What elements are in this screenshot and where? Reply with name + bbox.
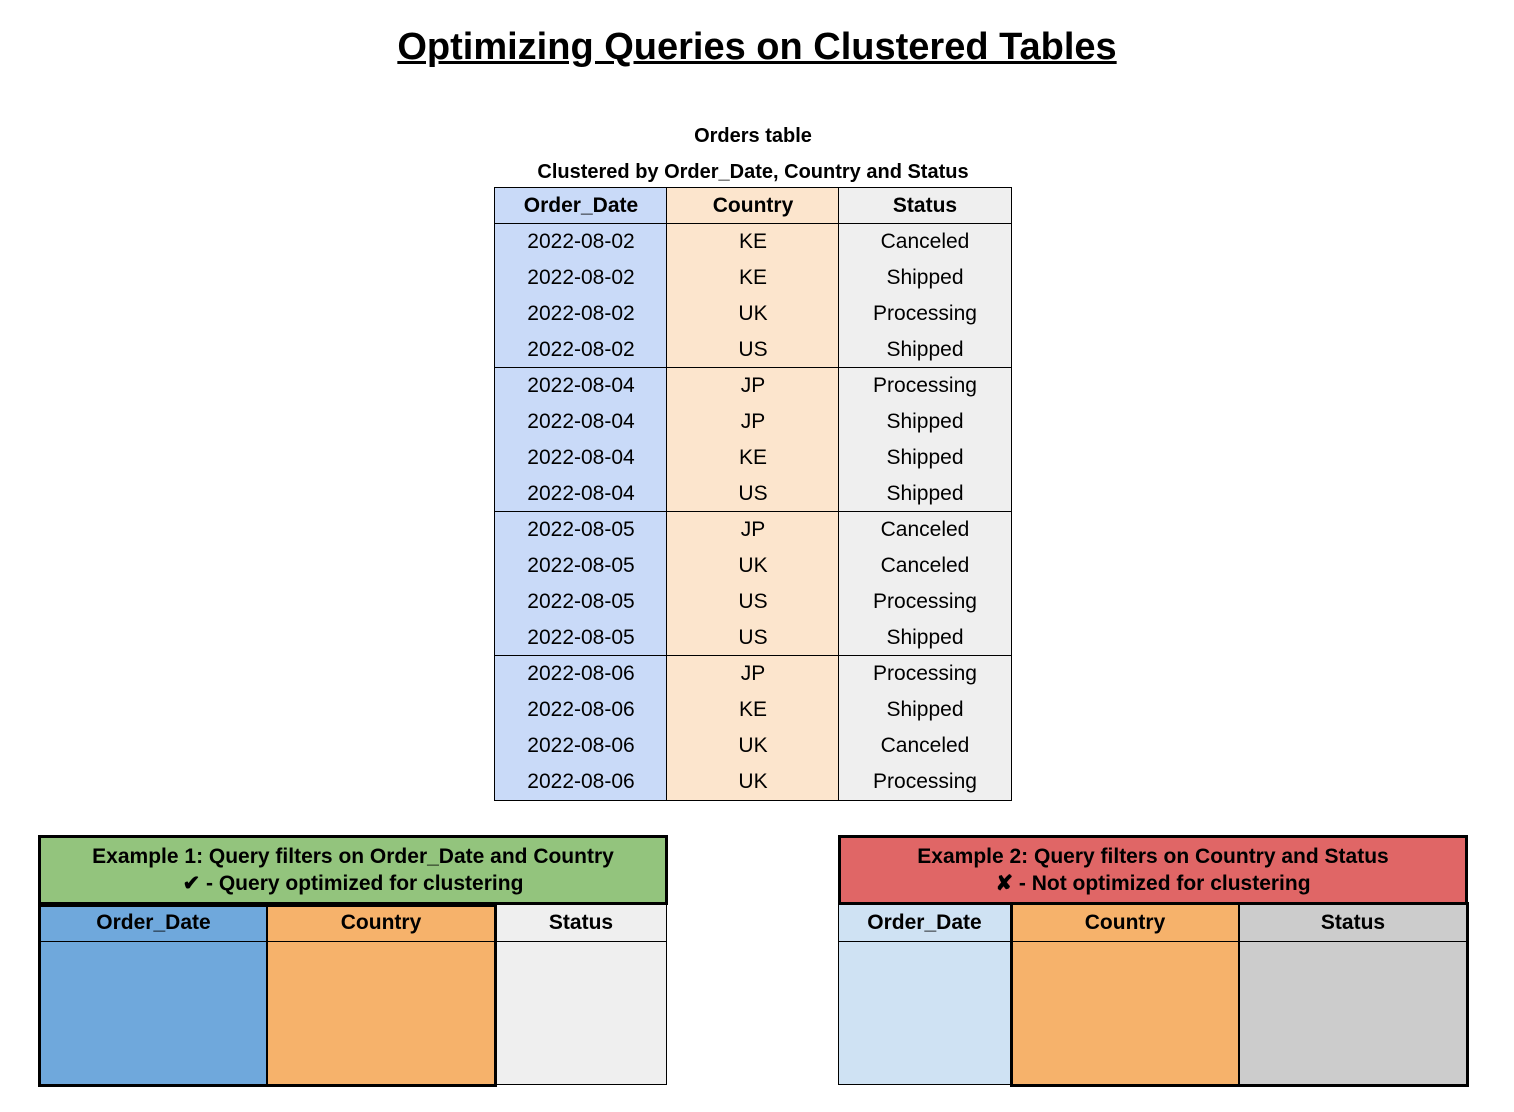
example-header-status: Status bbox=[495, 904, 667, 942]
cell-status: Shipped bbox=[886, 626, 964, 649]
cell-status: Canceled bbox=[880, 554, 970, 577]
cell-country: US bbox=[738, 338, 768, 361]
cell-status: Shipped bbox=[886, 482, 964, 505]
table-border bbox=[494, 187, 1012, 801]
cell-country: US bbox=[738, 590, 768, 613]
col-divider bbox=[666, 187, 667, 801]
orders-table-caption: Orders table bbox=[694, 125, 812, 147]
highlight-border bbox=[38, 904, 497, 1087]
cell-country: UK bbox=[738, 554, 768, 577]
example-header-order-date: Order_Date bbox=[838, 904, 1011, 942]
cell-order-date: 2022-08-06 bbox=[527, 662, 635, 685]
cell-status: Processing bbox=[873, 374, 977, 397]
cell-country: KE bbox=[738, 230, 767, 253]
cell-status: Shipped bbox=[886, 266, 964, 289]
cell-country: KE bbox=[738, 446, 767, 469]
cell-status: Canceled bbox=[880, 518, 970, 541]
example-header-country: Country bbox=[267, 904, 495, 942]
cell-status: Shipped bbox=[886, 410, 964, 433]
cell-country: KE bbox=[738, 266, 767, 289]
cell-status: Shipped bbox=[886, 338, 964, 361]
example-header: Example 2: Query filters on Country and … bbox=[838, 835, 1468, 905]
example-header: Example 1: Query filters on Order_Date a… bbox=[38, 835, 668, 905]
cell-status: Processing bbox=[873, 302, 977, 325]
group-divider bbox=[494, 655, 1012, 656]
cell-status: Shipped bbox=[886, 446, 964, 469]
header-cell-country: Country bbox=[712, 194, 794, 217]
cell-status: Canceled bbox=[880, 230, 970, 253]
cell-status: Processing bbox=[873, 590, 977, 613]
cell-order-date: 2022-08-05 bbox=[527, 626, 635, 649]
cell-country: KE bbox=[738, 698, 767, 721]
header-cell-order-date: Order_Date bbox=[523, 194, 639, 217]
example-column-order-date bbox=[838, 904, 1011, 1085]
col-divider bbox=[838, 187, 839, 801]
highlight-border bbox=[1010, 902, 1469, 1087]
cell-order-date: 2022-08-05 bbox=[527, 554, 635, 577]
example-header-country: Country bbox=[1011, 904, 1239, 942]
cell-country: JP bbox=[740, 662, 766, 685]
cell-order-date: 2022-08-04 bbox=[527, 446, 635, 469]
cell-order-date: 2022-08-06 bbox=[527, 698, 635, 721]
cell-order-date: 2022-08-04 bbox=[527, 410, 635, 433]
example-column-country bbox=[267, 904, 495, 1085]
cell-order-date: 2022-08-02 bbox=[527, 302, 635, 325]
example-column-status bbox=[1239, 904, 1467, 1085]
group-divider bbox=[494, 367, 1012, 368]
column-bg-country bbox=[667, 188, 839, 800]
cell-order-date: 2022-08-02 bbox=[527, 230, 635, 253]
cell-order-date: 2022-08-05 bbox=[527, 590, 635, 613]
example-header-status: Status bbox=[1239, 904, 1467, 942]
cell-status: Processing bbox=[873, 770, 977, 793]
cell-country: JP bbox=[740, 374, 766, 397]
column-bg-order-date bbox=[495, 188, 667, 800]
cell-country: JP bbox=[740, 410, 766, 433]
cell-order-date: 2022-08-04 bbox=[527, 482, 635, 505]
cell-country: UK bbox=[738, 734, 768, 757]
cell-order-date: 2022-08-02 bbox=[527, 338, 635, 361]
example-column-order-date bbox=[40, 904, 267, 1085]
cell-order-date: 2022-08-02 bbox=[527, 266, 635, 289]
header-cell-status: Status bbox=[892, 194, 958, 217]
group-divider bbox=[494, 511, 1012, 512]
example-verdict: ✔ - Query optimized for clustering bbox=[182, 872, 524, 895]
cell-status: Shipped bbox=[886, 698, 964, 721]
cell-order-date: 2022-08-05 bbox=[527, 518, 635, 541]
example-verdict: ✘ - Not optimized for clustering bbox=[995, 872, 1311, 895]
cell-order-date: 2022-08-06 bbox=[527, 770, 635, 793]
cell-country: JP bbox=[740, 518, 766, 541]
cell-order-date: 2022-08-06 bbox=[527, 734, 635, 757]
cell-country: US bbox=[738, 482, 768, 505]
header-divider bbox=[494, 223, 1012, 224]
orders-table-subcaption: Clustered by Order_Date, Country and Sta… bbox=[537, 161, 969, 183]
example-title: Example 2: Query filters on Country and … bbox=[917, 845, 1389, 868]
example-header-order-date: Order_Date bbox=[40, 904, 267, 942]
cell-country: US bbox=[738, 626, 768, 649]
example-column-status bbox=[495, 904, 667, 1085]
cell-order-date: 2022-08-04 bbox=[527, 374, 635, 397]
cell-country: UK bbox=[738, 302, 768, 325]
page-title: Optimizing Queries on Clustered Tables bbox=[397, 26, 1117, 68]
cell-status: Canceled bbox=[880, 734, 970, 757]
column-bg-status bbox=[839, 188, 1011, 800]
cell-status: Processing bbox=[873, 662, 977, 685]
cell-country: UK bbox=[738, 770, 768, 793]
example-title: Example 1: Query filters on Order_Date a… bbox=[92, 845, 614, 868]
